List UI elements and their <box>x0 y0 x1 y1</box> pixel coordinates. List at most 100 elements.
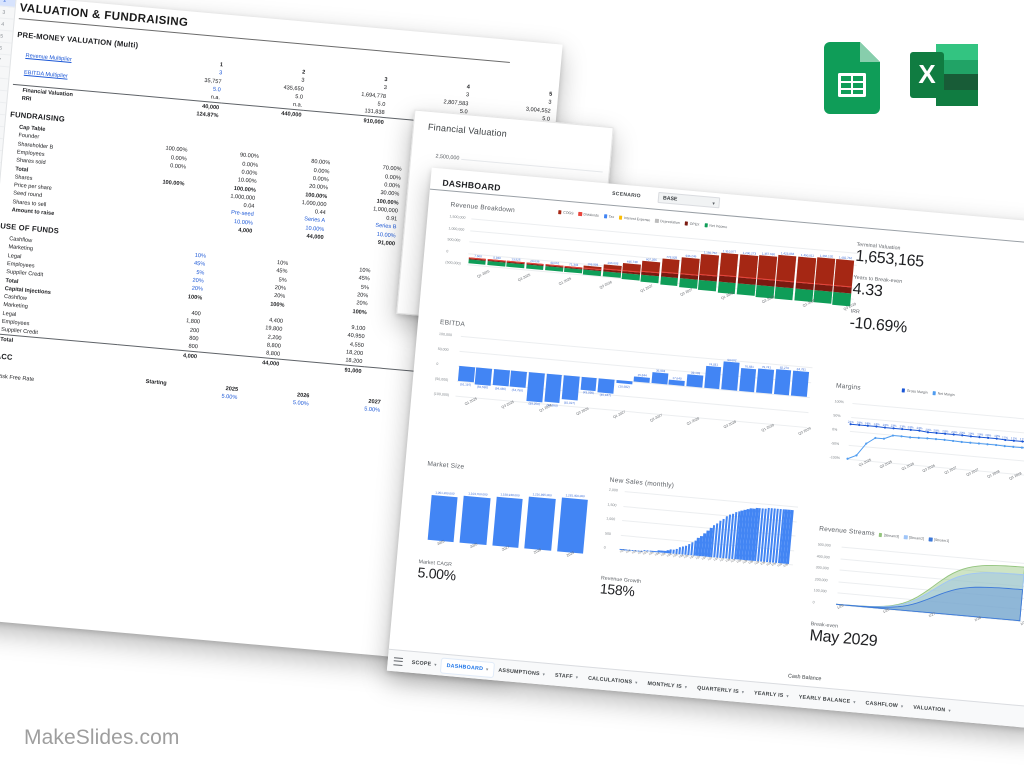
row-header-3[interactable]: 3 <box>0 5 15 20</box>
bar: 445,738 <box>622 259 641 275</box>
row-header-4[interactable]: 4 <box>0 17 14 32</box>
sheet-tab-cashflow[interactable]: CASHFLOW ▾ <box>860 695 909 713</box>
chevron-down-icon[interactable]: ▾ <box>741 689 745 695</box>
bar-segment-cogs <box>718 252 739 278</box>
chevron-down-icon[interactable]: ▾ <box>485 666 489 672</box>
axis-tick-label: (500,000) <box>445 260 461 266</box>
bar: 936,246 <box>679 254 700 280</box>
data-label: 1,281,400,000 <box>565 492 585 498</box>
axis-tick-label: Q1 2026 <box>557 276 572 286</box>
sheet-tab-staff[interactable]: STAFF ▾ <box>549 668 583 685</box>
data-label: 1,482,762 <box>838 255 853 261</box>
data-label: 13,525 <box>511 256 521 262</box>
sheet-tab-calculations[interactable]: CALCULATIONS ▾ <box>582 671 643 690</box>
legend-swatch-icon <box>655 219 659 223</box>
axis-tick-label: 1/27 <box>712 556 719 562</box>
data-label: 40,661 <box>549 260 560 265</box>
bar <box>791 370 810 397</box>
chevron-down-icon[interactable]: ▾ <box>635 679 638 685</box>
data-label: 74,031 <box>709 362 719 367</box>
data-label: 7,500 <box>473 253 482 258</box>
all-sheets-icon[interactable] <box>393 656 404 666</box>
data-label: 17% <box>1002 435 1009 440</box>
sheet-tab-dashboard[interactable]: DASHBOARD ▾ <box>441 658 495 677</box>
row-header-7[interactable]: 7 <box>0 53 11 68</box>
axis-tick-label: 0 <box>603 545 606 550</box>
sheet-tab-assumptions[interactable]: ASSUMPTIONS ▾ <box>493 663 551 682</box>
data-label: 5,940 <box>493 255 501 260</box>
data-label: 84,781 <box>796 366 807 372</box>
row-header-14[interactable]: 14 <box>0 137 4 152</box>
dashboard-sheet[interactable]: DASHBOARD SCENARIO BASE ▾ Revenue Breakd… <box>386 167 1024 730</box>
axis-tick-label: 1,500,000 <box>449 214 466 220</box>
svg-text:X: X <box>918 59 936 89</box>
axis-tick-label: 2,500,000 <box>435 153 460 162</box>
data-label: 607,356 <box>646 257 658 263</box>
sheet-tab-monthly-is[interactable]: MONTHLY IS ▾ <box>642 676 693 694</box>
bar: 607,356 <box>641 257 661 276</box>
data-label: 296,603 <box>607 260 619 266</box>
row-header-8[interactable]: 8 <box>0 65 10 80</box>
data-label: 24% <box>856 420 863 425</box>
gridline <box>461 158 603 173</box>
row-header-9[interactable]: 9 <box>0 77 9 92</box>
sheet-tab-scope[interactable]: SCOPE ▾ <box>406 655 442 672</box>
bar: 778,928 <box>660 255 680 278</box>
data-label: 79,741 <box>761 365 772 370</box>
axis-tick-label: 1/29 <box>759 561 766 567</box>
sheet-tab-yearly-balance[interactable]: YEARLY BALANCE ▾ <box>793 689 861 709</box>
data-label: 29,636 <box>530 258 541 263</box>
chevron-down-icon[interactable]: ▾ <box>900 703 904 709</box>
chevron-down-icon[interactable]: ▾ <box>434 661 437 668</box>
axis-tick-label: Q3 2026 <box>575 406 590 416</box>
row-header-12[interactable]: 12 <box>0 113 6 128</box>
google-sheets-icon[interactable] <box>824 42 880 114</box>
row-header-6[interactable]: 6 <box>0 41 12 56</box>
data-label: (81,027) <box>563 400 576 405</box>
legend-label: OPEX <box>689 221 700 227</box>
sheet-tab-quarterly-is[interactable]: QUARTERLY IS ▾ <box>692 680 750 699</box>
axis-tick-label: 1/25 <box>631 549 637 555</box>
sheet-tab-yearly-is[interactable]: YEARLY IS ▾ <box>748 685 794 703</box>
data-label: 76,681 <box>744 364 754 369</box>
row-header-5[interactable]: 5 <box>0 29 13 44</box>
data-label: 82,270 <box>779 365 789 371</box>
chevron-down-icon[interactable]: ▾ <box>948 707 951 713</box>
chevron-down-icon[interactable]: ▾ <box>786 693 790 699</box>
watermark: MakeSlides.com <box>24 726 180 749</box>
axis-tick-label: 1/29 <box>782 563 789 569</box>
kpi-terminal-valuation: Terminal Valuation 1,653,165 <box>855 242 1016 279</box>
bar <box>756 368 775 394</box>
row-header-11[interactable]: 11 <box>0 101 7 116</box>
sheet-tab-label: CASHFLOW <box>865 699 899 709</box>
bars-group: 7,500 5,940 13,525 29,636 40,661 71,343 169,99… <box>467 218 856 306</box>
data-label: 15,844 <box>637 373 648 378</box>
sheet-tab-label: DASHBOARD <box>446 662 484 672</box>
bar-segment-cogs <box>737 254 758 280</box>
axis-tick-label: 100,000 <box>438 331 453 338</box>
scenario-dropdown[interactable]: BASE ▾ <box>657 191 721 208</box>
sheet-tab-label: YEARLY IS <box>753 689 784 699</box>
data-label: 24% <box>864 421 872 426</box>
data-label: 23% <box>899 424 906 429</box>
sheet-tab-label: CALCULATIONS <box>587 675 633 686</box>
bar: 1,450,011 <box>795 253 816 290</box>
row-header-16[interactable]: 16 <box>0 161 1 176</box>
data-label: 17% <box>1019 436 1024 442</box>
sheet-tab-valuation[interactable]: VALUATION ▾ <box>908 700 957 718</box>
microsoft-excel-icon[interactable]: X <box>908 42 980 108</box>
chevron-down-icon[interactable]: ▾ <box>575 674 579 680</box>
chevron-down-icon[interactable]: ▾ <box>853 699 856 705</box>
axis-tick-label: (100,000) <box>433 391 450 398</box>
row-header-10[interactable]: 10 <box>0 89 8 104</box>
sheet-tab-label: SCOPE <box>411 659 432 668</box>
bar-segment-net-income <box>698 279 717 292</box>
row-header-13[interactable]: 13 <box>0 125 5 140</box>
data-label: 71,343 <box>569 261 579 267</box>
axis-tick-label: 1/25 <box>836 603 845 610</box>
chevron-down-icon[interactable]: ▾ <box>684 684 688 690</box>
chevron-down-icon[interactable]: ▾ <box>542 671 546 677</box>
data-label: 19% <box>976 432 983 437</box>
row-header-15[interactable]: 15 <box>0 149 2 164</box>
